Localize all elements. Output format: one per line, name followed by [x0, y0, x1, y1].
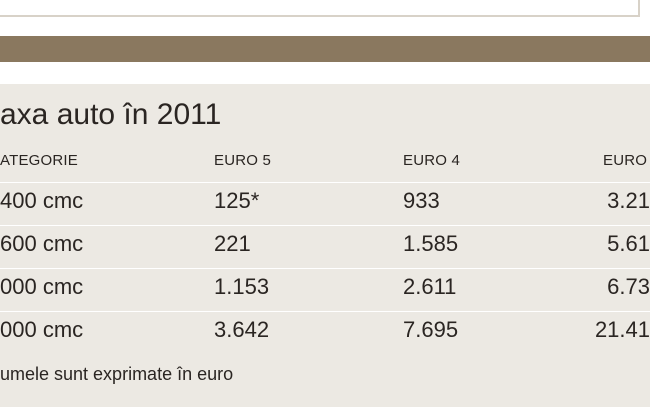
footnote: umele sunt exprimate în euro	[0, 364, 234, 384]
cell-euro4: 7.695	[403, 317, 459, 342]
cell-euro3: 3.21	[607, 188, 650, 213]
cell-euro5: 125*	[214, 188, 260, 213]
cell-euro4: 2.611	[403, 274, 457, 299]
header-euro5: EURO 5	[214, 152, 272, 169]
table-row: 000 cmc 1.153 2.611 6.73	[0, 268, 650, 307]
cell-euro5: 221	[214, 231, 251, 256]
header-band	[0, 36, 650, 62]
top-divider	[0, 0, 640, 17]
cell-euro3: 5.61	[607, 231, 650, 256]
cell-category: 400 cmc	[0, 188, 84, 213]
table-row: 000 cmc 3.642 7.695 21.41	[0, 311, 650, 350]
header-euro4: EURO 4	[403, 152, 461, 169]
cell-category: 000 cmc	[0, 274, 84, 299]
table-row: 400 cmc 125* 933 3.21	[0, 182, 650, 221]
table-row: 600 cmc 221 1.585 5.61	[0, 225, 650, 264]
table-title: axa auto în 2011	[0, 98, 222, 131]
cell-category: 000 cmc	[0, 317, 84, 342]
cell-euro4: 1.585	[403, 231, 459, 256]
cell-category: 600 cmc	[0, 231, 84, 256]
cell-euro3: 6.73	[607, 274, 650, 299]
cell-euro5: 3.642	[214, 317, 270, 342]
table-panel	[0, 84, 650, 407]
header-category: ATEGORIE	[0, 152, 78, 169]
cell-euro5: 1.153	[214, 274, 270, 299]
cell-euro3: 21.41	[594, 317, 650, 342]
cell-euro4: 933	[403, 188, 440, 213]
header-euro3: EURO	[603, 152, 648, 169]
